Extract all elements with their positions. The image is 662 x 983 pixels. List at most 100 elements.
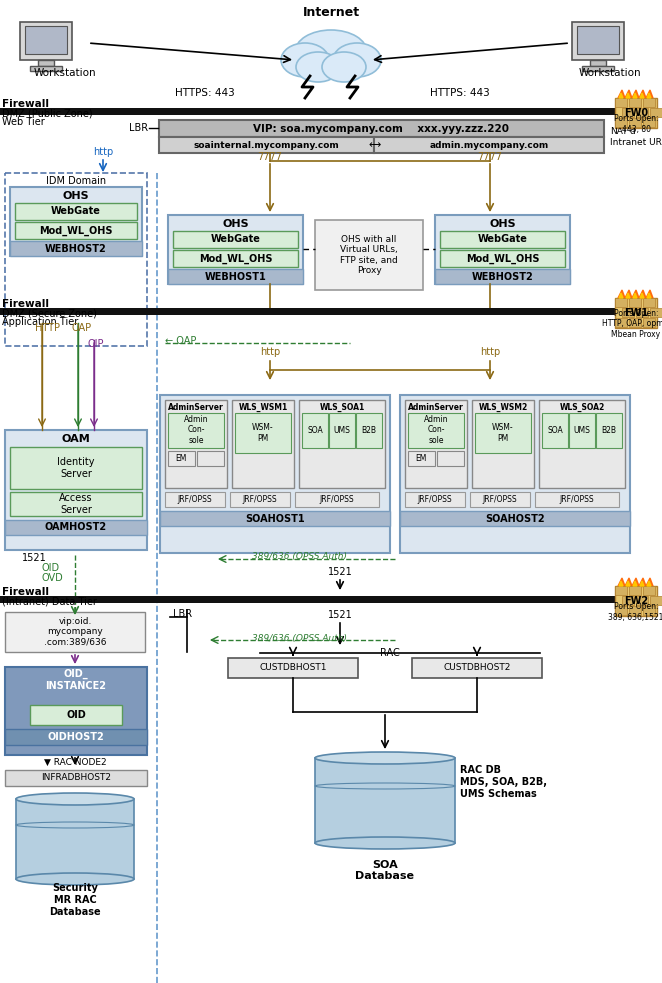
Polygon shape xyxy=(625,578,632,586)
Text: Firewall: Firewall xyxy=(2,99,49,109)
Polygon shape xyxy=(625,90,632,98)
Bar xyxy=(165,492,225,507)
Text: JRF/OPSS: JRF/OPSS xyxy=(418,495,452,504)
Text: →: → xyxy=(371,140,381,150)
Bar xyxy=(302,413,328,448)
Polygon shape xyxy=(640,581,644,586)
Text: OAP: OAP xyxy=(72,323,92,333)
Text: UMS: UMS xyxy=(573,426,591,435)
Text: JRF/OPSS: JRF/OPSS xyxy=(559,495,594,504)
Text: 389/636 (OPSS Auth): 389/636 (OPSS Auth) xyxy=(252,633,348,643)
Bar xyxy=(159,120,604,137)
Bar xyxy=(435,269,570,284)
Text: Ports Open:
HTTP, OAP, opmn,
Mbean Proxy: Ports Open: HTTP, OAP, opmn, Mbean Proxy xyxy=(602,309,662,339)
Bar xyxy=(329,413,355,448)
Polygon shape xyxy=(633,93,637,98)
Text: Mod_WL_OHS: Mod_WL_OHS xyxy=(466,254,540,263)
Text: B2B: B2B xyxy=(361,426,377,435)
Bar xyxy=(315,220,423,290)
Bar xyxy=(159,137,374,153)
Bar xyxy=(643,318,655,327)
Bar xyxy=(10,187,142,256)
Text: B2B: B2B xyxy=(602,426,616,435)
Bar xyxy=(636,108,648,117)
Bar xyxy=(643,606,655,615)
Text: Workstation: Workstation xyxy=(579,68,641,78)
Text: Internet: Internet xyxy=(303,6,359,19)
Text: ←: ← xyxy=(368,140,378,150)
Text: CUSTDBHOST2: CUSTDBHOST2 xyxy=(444,664,510,672)
Polygon shape xyxy=(626,581,630,586)
Text: VIP: soa.mycompany.com    xxx.yyy.zzz.220: VIP: soa.mycompany.com xxx.yyy.zzz.220 xyxy=(253,124,509,134)
Text: OHS: OHS xyxy=(489,219,516,229)
Text: OHS with all
Virtual URLs,
FTP site, and
Proxy: OHS with all Virtual URLs, FTP site, and… xyxy=(340,235,398,275)
Bar xyxy=(168,451,195,466)
Ellipse shape xyxy=(296,52,340,82)
Text: FW0: FW0 xyxy=(624,108,648,118)
Bar xyxy=(408,413,464,448)
Polygon shape xyxy=(640,293,644,298)
Text: Firewall: Firewall xyxy=(2,587,49,597)
Bar xyxy=(435,215,570,284)
Bar xyxy=(629,318,641,327)
Text: vip:oid.
mycompany
.com:389/636: vip:oid. mycompany .com:389/636 xyxy=(44,617,106,647)
Polygon shape xyxy=(639,90,646,98)
Bar xyxy=(643,118,655,127)
Text: WebGate: WebGate xyxy=(51,206,101,216)
Ellipse shape xyxy=(16,873,134,885)
Text: OAM: OAM xyxy=(62,434,91,444)
Bar xyxy=(0,108,615,115)
Bar xyxy=(636,308,648,317)
Bar xyxy=(475,413,531,453)
Text: WEBHOST2: WEBHOST2 xyxy=(471,271,534,281)
Bar xyxy=(25,26,67,54)
Text: AdminServer: AdminServer xyxy=(168,402,224,412)
Text: WLS_WSM1: WLS_WSM1 xyxy=(238,402,287,412)
Bar xyxy=(10,447,142,489)
Bar xyxy=(596,413,622,448)
Polygon shape xyxy=(619,581,623,586)
Text: INFRADBHOST2: INFRADBHOST2 xyxy=(41,774,111,782)
Text: WEBHOST1: WEBHOST1 xyxy=(205,271,266,281)
Text: SOAHOST1: SOAHOST1 xyxy=(245,513,305,524)
Bar xyxy=(650,596,662,605)
Bar xyxy=(160,511,390,526)
Bar xyxy=(356,413,382,448)
Bar xyxy=(400,511,630,526)
Bar xyxy=(5,667,147,755)
Ellipse shape xyxy=(315,837,455,849)
Bar xyxy=(408,451,435,466)
Text: SOAHOST2: SOAHOST2 xyxy=(485,513,545,524)
Text: 7777: 7777 xyxy=(477,152,502,162)
Bar xyxy=(650,108,662,117)
Text: OID: OID xyxy=(42,563,60,573)
Text: WLS_SOA2: WLS_SOA2 xyxy=(559,402,604,412)
Text: LBR: LBR xyxy=(173,609,192,619)
Text: WSM-
PM: WSM- PM xyxy=(252,424,274,442)
Ellipse shape xyxy=(16,793,134,805)
Polygon shape xyxy=(640,93,644,98)
Bar xyxy=(30,705,122,725)
Bar xyxy=(20,22,72,60)
Polygon shape xyxy=(633,293,637,298)
Bar xyxy=(615,98,657,128)
Bar xyxy=(650,308,662,317)
Text: CUSTDBHOST1: CUSTDBHOST1 xyxy=(260,664,327,672)
Text: EM: EM xyxy=(415,454,427,463)
Text: 1521: 1521 xyxy=(328,567,352,577)
Bar xyxy=(5,520,147,535)
Bar xyxy=(629,586,641,595)
Bar xyxy=(622,308,634,317)
Bar xyxy=(10,241,142,256)
Text: Access
Server: Access Server xyxy=(60,493,93,515)
Bar xyxy=(230,492,290,507)
Text: OHS: OHS xyxy=(222,219,249,229)
Text: JRF/OPSS: JRF/OPSS xyxy=(483,495,517,504)
Bar xyxy=(629,298,641,307)
Polygon shape xyxy=(647,293,651,298)
Polygon shape xyxy=(619,93,623,98)
Bar xyxy=(577,26,619,54)
Text: UMS: UMS xyxy=(334,426,350,435)
Text: SOA: SOA xyxy=(547,426,563,435)
Polygon shape xyxy=(619,293,623,298)
